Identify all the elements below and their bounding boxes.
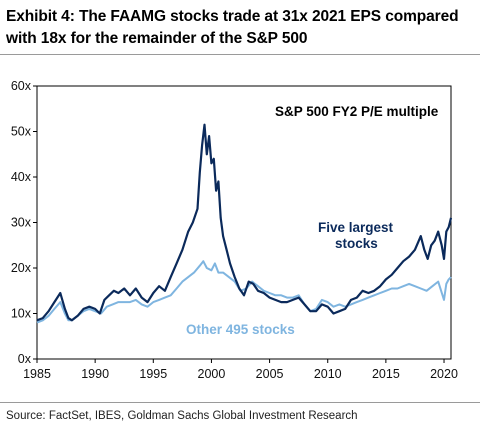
y-tick-label: 30x [11,216,32,230]
exhibit-title: Exhibit 4: The FAAMG stocks trade at 31x… [6,8,459,47]
x-tick-label: 1990 [81,367,109,381]
y-tick-label: 50x [11,125,32,139]
five-largest-label-line2: stocks [335,236,378,251]
x-tick-label: 2000 [198,367,226,381]
x-axis: 1985 1990 1995 2000 2005 2010 2015 2020 [23,359,458,381]
y-tick-label: 20x [11,261,32,275]
x-tick-label: 1995 [139,367,167,381]
x-tick-label: 1985 [23,367,51,381]
x-tick-label: 2005 [256,367,284,381]
y-tick-label: 60x [11,79,32,93]
y-tick-label: 40x [11,170,32,184]
title-divider [0,54,480,55]
pe-multiple-chart: 0x 10x 20x 30x 40x 50x 60x 1985 1990 1995 2000 200… [11,79,458,381]
five-largest-label-line1: Five largest [318,220,394,235]
x-tick-label: 2010 [314,367,342,381]
y-tick-label: 10x [11,307,32,321]
other-495-label: Other 495 stocks [186,322,295,337]
x-tick-label: 2020 [430,367,458,381]
series-lines [36,123,453,324]
x-tick-label: 2015 [372,367,400,381]
y-axis: 0x 10x 20x 30x 40x 50x 60x [11,79,37,366]
source-divider [0,402,480,403]
series-line-five-largest [36,123,453,322]
source-note: Source: FactSet, IBES, Goldman Sachs Glo… [6,410,358,422]
chart-title: S&P 500 FY2 P/E multiple [275,104,439,119]
y-tick-label: 0x [18,352,32,366]
